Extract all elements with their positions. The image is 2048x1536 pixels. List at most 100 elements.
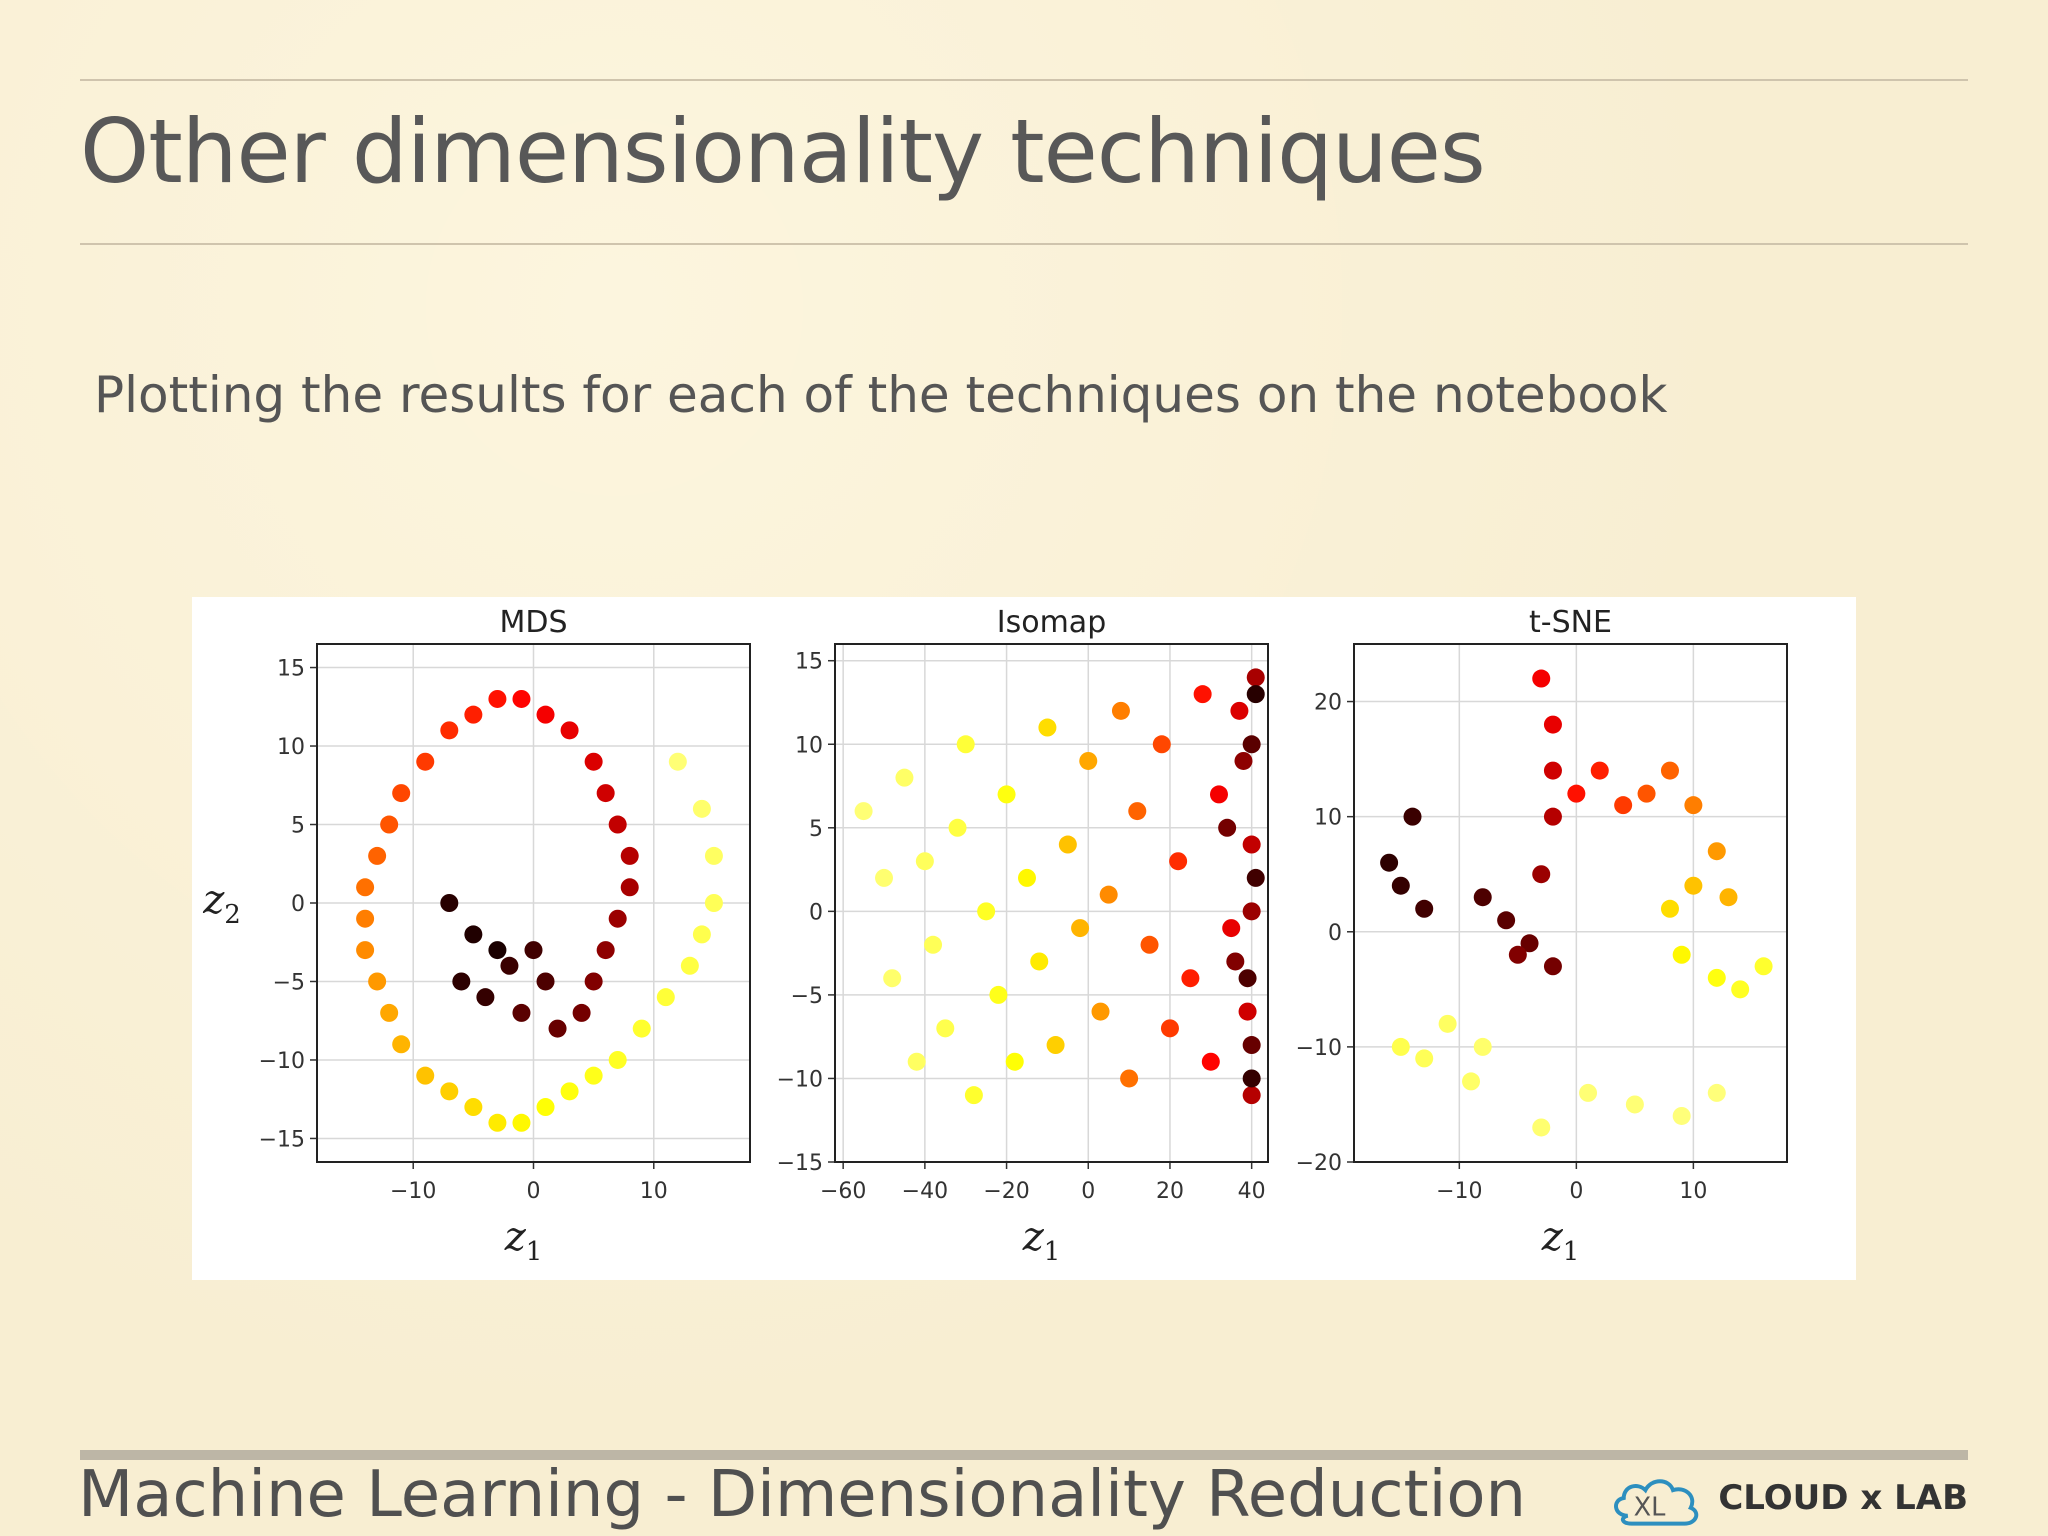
scatter-point — [1532, 669, 1551, 688]
scatter-point — [1614, 796, 1633, 815]
scatter-point — [584, 752, 603, 771]
scatter-point — [1462, 1072, 1481, 1091]
scatter-point — [440, 1082, 459, 1101]
scatter-point — [584, 1066, 603, 1085]
scatter-point — [1152, 735, 1171, 754]
scatter-point — [907, 1052, 926, 1071]
scatter-point — [854, 802, 873, 821]
x-tick-label: −10 — [1436, 1179, 1482, 1204]
scatter-point — [1438, 1014, 1457, 1033]
scatter-point — [1079, 751, 1098, 770]
y-tick-label: 5 — [809, 817, 823, 842]
scatter-point — [1120, 1069, 1139, 1088]
svg-text:XL: XL — [1634, 1493, 1667, 1523]
scatter-point — [608, 909, 627, 928]
scatter-point — [989, 985, 1008, 1004]
scatter-point — [416, 1066, 435, 1085]
scatter-point — [464, 925, 483, 944]
scatter-point — [1473, 888, 1492, 907]
scatter-point — [704, 846, 723, 865]
x-tick-label: −60 — [820, 1179, 866, 1204]
scatter-point — [1242, 1086, 1261, 1105]
scatter-point — [1719, 888, 1738, 907]
footer-rule — [80, 1450, 1968, 1460]
scatter-point — [1242, 1036, 1261, 1055]
slide-title: Other dimensionality techniques — [80, 100, 1486, 203]
scatter-point — [1193, 685, 1212, 704]
scatter-point — [1246, 868, 1265, 887]
scatter-point — [915, 852, 934, 871]
scatter-point — [704, 894, 723, 912]
scatter-point — [1218, 818, 1237, 837]
scatter-point — [524, 941, 543, 960]
scatter-point — [1230, 701, 1249, 720]
scatter-point — [1473, 1037, 1492, 1056]
scatter-point — [1579, 1083, 1598, 1102]
scatter-point — [1226, 952, 1245, 971]
plot-frame — [316, 643, 751, 1163]
x-tick-label: 10 — [640, 1179, 668, 1204]
scatter-point — [1238, 969, 1257, 988]
scatter-point — [1234, 751, 1253, 770]
slide-subtitle: Plotting the results for each of the tec… — [94, 366, 1668, 424]
scatter-point — [1415, 899, 1434, 918]
top-rule — [80, 79, 1968, 81]
chart-title: t-SNE — [1529, 605, 1612, 640]
scatter-point — [1391, 876, 1410, 895]
y-tick-label: 20 — [1314, 691, 1342, 716]
scatter-point — [1242, 902, 1261, 921]
scatter-point — [1590, 761, 1609, 780]
y-tick-label: −10 — [1296, 1036, 1342, 1061]
scatter-point — [368, 972, 387, 991]
scatter-point — [1543, 715, 1562, 734]
scatter-point — [620, 846, 639, 865]
scatter-point — [392, 1035, 411, 1054]
y-tick-label: 10 — [795, 733, 823, 758]
scatter-point — [1403, 807, 1422, 826]
scatter-point — [1017, 868, 1036, 887]
y-tick-label: 10 — [277, 735, 305, 760]
x-tick-label: 0 — [527, 1179, 541, 1204]
scatter-point — [1038, 718, 1057, 737]
scatter-point — [956, 735, 975, 754]
scatter-point — [440, 894, 459, 912]
scatter-point — [440, 721, 459, 740]
scatter-point — [1111, 701, 1130, 720]
scatter-point — [512, 689, 531, 708]
scatter-point — [1242, 1069, 1261, 1088]
scatter-point — [1672, 945, 1691, 964]
scatter-point — [1140, 935, 1159, 954]
y-tick-label: −5 — [273, 970, 305, 995]
scatter-point — [452, 972, 471, 991]
scatter-point — [1030, 952, 1049, 971]
y-tick-label: 0 — [291, 892, 305, 917]
y-tick-label: −20 — [1296, 1151, 1342, 1176]
scatter-point — [1684, 796, 1703, 815]
brand-logo-block: XL CLOUD x LAB — [1608, 1468, 1968, 1528]
scatter-point — [500, 956, 519, 975]
x-tick-label: −40 — [902, 1179, 948, 1204]
scatter-point — [356, 878, 375, 897]
scatter-point — [1222, 919, 1241, 938]
scatter-point — [1754, 957, 1773, 976]
scatter-point — [1532, 1118, 1551, 1137]
scatter-point — [1046, 1036, 1065, 1055]
scatter-point — [536, 705, 555, 724]
scatter-point — [1707, 968, 1726, 987]
y-tick-label: 0 — [1328, 921, 1342, 946]
scatter-point — [620, 878, 639, 897]
scatter-point — [1160, 1019, 1179, 1038]
scatter-point — [977, 902, 996, 921]
scatter-point — [1508, 945, 1527, 964]
scatter-point — [1731, 980, 1750, 999]
scatter-point — [895, 768, 914, 787]
scatter-point — [392, 784, 411, 803]
scatter-point — [1625, 1095, 1644, 1114]
scatter-point — [1128, 802, 1147, 821]
scatter-point — [1091, 1002, 1110, 1021]
plot-frame — [1353, 643, 1788, 1163]
brand-name: CLOUD x LAB — [1718, 1478, 1968, 1518]
scatter-point — [692, 799, 711, 818]
scatter-figure: −10 0 10 −15 −10 −5 0 5 10 15 MDS z1 z2 −60 −40 −20 0 20 4… — [202, 605, 1788, 1267]
scatter-point — [1169, 852, 1188, 871]
